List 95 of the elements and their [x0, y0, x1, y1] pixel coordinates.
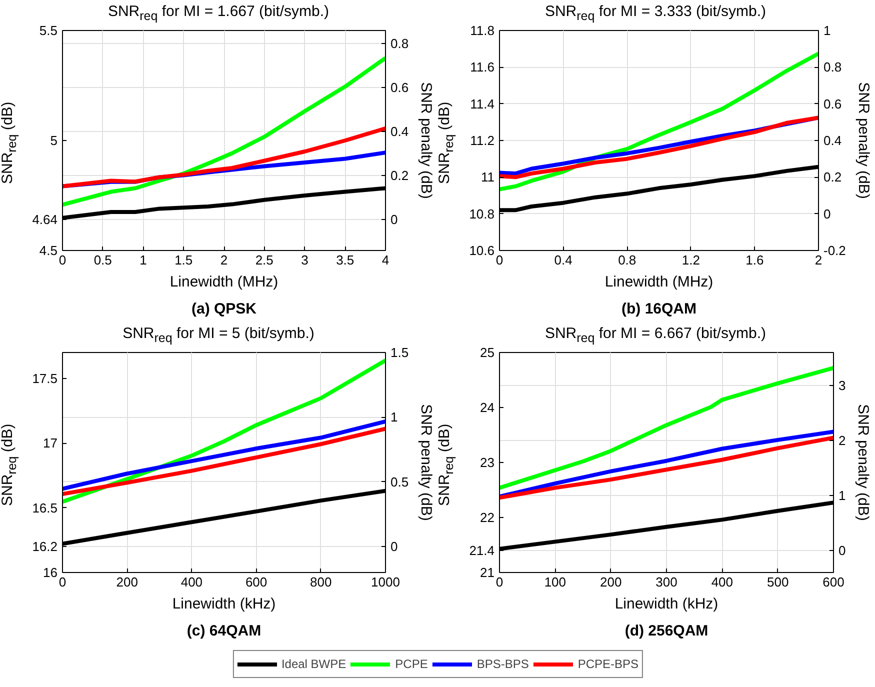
line-series [62, 126, 386, 188]
y-tick-label: 22 [480, 510, 495, 525]
x-tick-label: 1.6 [746, 252, 764, 268]
x-tick-label: 0 [496, 252, 504, 268]
line-series [500, 366, 834, 490]
chart-title: SNR$_{req}$ for MI = 3.333 (bit/symb.) [544, 3, 766, 23]
x-tick-label: 4 [382, 252, 390, 268]
y-tick-label: 11.2 [470, 133, 495, 148]
y-tick-label: 16 [43, 565, 58, 580]
x-tick-label: 0 [58, 574, 66, 590]
y2-tick-label: 1 [824, 23, 831, 38]
y-tick-label: 4.64 [32, 212, 58, 228]
y2-tick-label: 0.4 [824, 133, 842, 148]
x-tick-label: 0.5 [94, 252, 112, 268]
x-tick-label: 3.5 [336, 252, 354, 268]
x-tick-label: 600 [245, 574, 268, 590]
y-tick-label: 11.6 [470, 60, 495, 75]
y2-tick-label: 0.6 [390, 80, 409, 96]
x-tick-label: 400 [711, 574, 734, 590]
line-series [62, 426, 386, 496]
x-tick-label: 0 [496, 574, 504, 590]
x-tick-label: 500 [766, 574, 789, 590]
x-tick-label: 400 [180, 574, 203, 590]
y2-tick-label: 0 [838, 543, 846, 558]
y2-tick-label: 0.6 [824, 96, 842, 112]
x-tick-label: 2 [814, 252, 822, 268]
x-tick-label: 0 [58, 252, 66, 268]
x-axis-title: Linewidth (MHz) [170, 274, 278, 290]
x-tick-label: 300 [656, 574, 678, 590]
line-series [62, 56, 386, 207]
y-tick-label: 16.5 [32, 500, 58, 516]
x-tick-label: 1 [140, 252, 147, 268]
y-tick-label: 21 [480, 565, 495, 580]
x-tick-label: 3 [301, 252, 308, 268]
x-axis-title: Linewidth (kHz) [614, 596, 718, 612]
x-tick-label: 0.8 [618, 252, 636, 268]
y-tick-label: 10.6 [469, 243, 495, 258]
y2-tick-label: 0.5 [390, 474, 409, 490]
y2-tick-label: 1 [390, 410, 398, 425]
x-tick-label: 600 [822, 574, 844, 590]
y2-tick-label: 0 [824, 206, 831, 222]
text: (b) 16QAM [622, 300, 696, 318]
y2-tick-label: 0.8 [390, 36, 409, 52]
y2-tick-label: 1 [838, 488, 846, 503]
y2-tick-label: -0.2 [824, 243, 846, 258]
text: (c) 64QAM [186, 622, 262, 640]
y-tick-label: 23 [480, 455, 495, 470]
chart-title: SNR$_{req}$ for MI = 5 (bit/symb.) [122, 325, 314, 345]
y2-tick-label: 0.2 [824, 170, 842, 185]
text: (a) QPSK [191, 300, 257, 318]
chart-title: SNR$_{req}$ for MI = 1.667 (bit/symb.) [108, 3, 330, 23]
y-tick-label: 17.5 [32, 370, 58, 386]
x-tick-label: 0.4 [554, 252, 572, 268]
y-tick-label: 4.5 [39, 243, 58, 258]
x-tick-label: 200 [600, 574, 622, 590]
x-tick-label: 2.5 [255, 252, 274, 268]
legend-label: Ideal BWPE [281, 657, 346, 671]
line-series [62, 419, 386, 491]
y2-axis-title: SNR penalty (dB) [418, 82, 435, 199]
x-axis-title: Linewidth (kHz) [172, 596, 276, 612]
x-tick-label: 1000 [371, 574, 400, 590]
y-tick-label: 11.4 [470, 96, 495, 112]
y2-tick-label: 3 [838, 378, 846, 393]
x-tick-label: 200 [116, 574, 138, 590]
y-tick-label: 11.8 [470, 23, 495, 38]
x-tick-label: 1.2 [682, 252, 700, 268]
y2-tick-label: 0.4 [390, 124, 409, 140]
y2-tick-label: 0.8 [824, 60, 842, 75]
text: (d) 256QAM [624, 622, 708, 640]
chart-title: SNR$_{req}$ for MI = 6.667 (bit/symb.) [544, 325, 766, 345]
y-tick-label: 21.4 [469, 543, 495, 558]
legend-label: PCPE-BPS [578, 657, 639, 671]
legend-label: PCPE [395, 657, 428, 671]
y-tick-label: 10.8 [469, 206, 495, 222]
y-tick-label: 11 [481, 170, 495, 185]
x-tick-label: 100 [544, 574, 566, 590]
y2-tick-label: 2 [838, 433, 846, 448]
x-tick-label: 800 [310, 574, 332, 590]
y-tick-label: 16.2 [32, 539, 58, 554]
x-tick-label: 1.5 [174, 252, 193, 268]
y-tick-label: 5 [50, 133, 58, 148]
y2-axis-title: SNR penalty (dB) [418, 404, 435, 521]
legend-label: BPS-BPS [476, 657, 529, 671]
x-axis-title: Linewidth (MHz) [604, 274, 714, 290]
y2-tick-label: 0 [390, 212, 398, 228]
y-tick-label: 25 [480, 345, 495, 360]
y-tick-label: 5.5 [39, 23, 58, 38]
x-tick-label: 2 [220, 252, 228, 268]
y2-tick-label: 0.2 [390, 168, 409, 184]
y2-tick-label: 1.5 [390, 345, 409, 360]
y-tick-label: 17 [43, 436, 58, 451]
y2-axis-title: SNR penalty (dB) [854, 82, 872, 199]
y2-axis-title: SNR penalty (dB) [854, 404, 872, 521]
y-tick-label: 24 [480, 400, 495, 415]
y2-tick-label: 0 [390, 539, 398, 554]
